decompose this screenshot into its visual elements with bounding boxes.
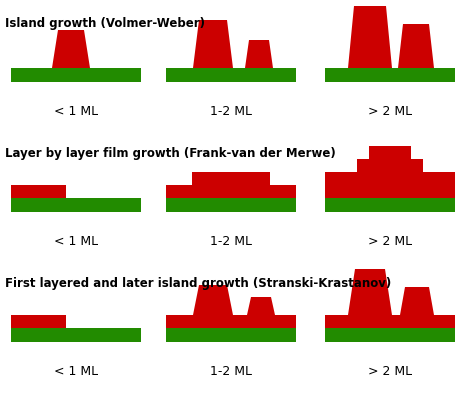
Polygon shape <box>245 40 273 68</box>
Bar <box>166 315 296 328</box>
Bar <box>11 198 141 212</box>
Text: < 1 ML: < 1 ML <box>54 365 98 378</box>
Bar <box>325 172 455 185</box>
Text: > 2 ML: > 2 ML <box>368 365 412 378</box>
Bar <box>11 315 66 328</box>
Text: 1-2 ML: 1-2 ML <box>210 235 252 248</box>
Text: Island growth (Volmer-Weber): Island growth (Volmer-Weber) <box>5 17 205 30</box>
Polygon shape <box>247 297 275 315</box>
Text: > 2 ML: > 2 ML <box>368 105 412 118</box>
Bar <box>192 172 270 185</box>
Text: First layered and later island growth (Stranski-Krastanov): First layered and later island growth (S… <box>5 277 391 290</box>
Polygon shape <box>52 30 90 68</box>
Bar <box>357 159 423 172</box>
Bar <box>11 328 141 342</box>
Text: < 1 ML: < 1 ML <box>54 105 98 118</box>
Bar <box>166 328 296 342</box>
Bar <box>325 68 455 82</box>
Bar <box>166 68 296 82</box>
Bar <box>166 185 296 198</box>
Bar <box>11 68 141 82</box>
Text: Layer by layer film growth (Frank-van der Merwe): Layer by layer film growth (Frank-van de… <box>5 147 336 160</box>
Polygon shape <box>348 269 392 315</box>
Bar <box>166 198 296 212</box>
Text: > 2 ML: > 2 ML <box>368 235 412 248</box>
Bar <box>369 146 411 159</box>
Polygon shape <box>398 24 434 68</box>
Text: < 1 ML: < 1 ML <box>54 235 98 248</box>
Text: 1-2 ML: 1-2 ML <box>210 105 252 118</box>
Text: 1-2 ML: 1-2 ML <box>210 365 252 378</box>
Bar <box>11 185 66 198</box>
Polygon shape <box>400 287 434 315</box>
Bar <box>325 185 455 198</box>
Bar <box>325 328 455 342</box>
Polygon shape <box>348 6 392 68</box>
Polygon shape <box>193 285 233 315</box>
Bar <box>325 198 455 212</box>
Bar <box>325 315 455 328</box>
Polygon shape <box>193 20 233 68</box>
